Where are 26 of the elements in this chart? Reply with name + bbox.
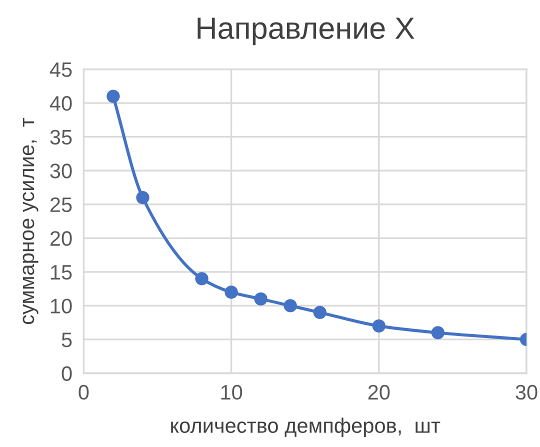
point: [106, 90, 120, 103]
x-tick-label: 0: [78, 384, 89, 400]
point: [254, 292, 268, 306]
y-tick-label: 30: [50, 164, 72, 178]
point: [284, 299, 297, 312]
y-tick-label: 0: [62, 366, 72, 381]
y-axis-title: суммарное усилие, т: [22, 118, 38, 324]
point: [136, 191, 150, 204]
x-tick-label: 20: [368, 384, 390, 400]
x-axis-title: количество демпферов, шт: [171, 418, 440, 438]
point: [372, 319, 386, 333]
y-tick-label: 35: [50, 130, 72, 145]
point: [431, 326, 445, 340]
x-tick-label: 30: [516, 384, 538, 400]
chart-title: Направление X: [198, 18, 414, 46]
y-tick-label: 45: [50, 62, 72, 78]
point: [195, 272, 208, 286]
x-tick-label: 10: [221, 384, 242, 400]
y-tick-label: 40: [50, 96, 72, 111]
point: [224, 286, 238, 299]
point: [313, 306, 326, 320]
y-tick-label: 25: [50, 197, 72, 212]
y-tick-label: 5: [62, 332, 72, 348]
y-tick-label: 10: [51, 298, 72, 314]
y-tick-label: 20: [50, 231, 72, 246]
y-tick-label: 15: [51, 265, 72, 280]
